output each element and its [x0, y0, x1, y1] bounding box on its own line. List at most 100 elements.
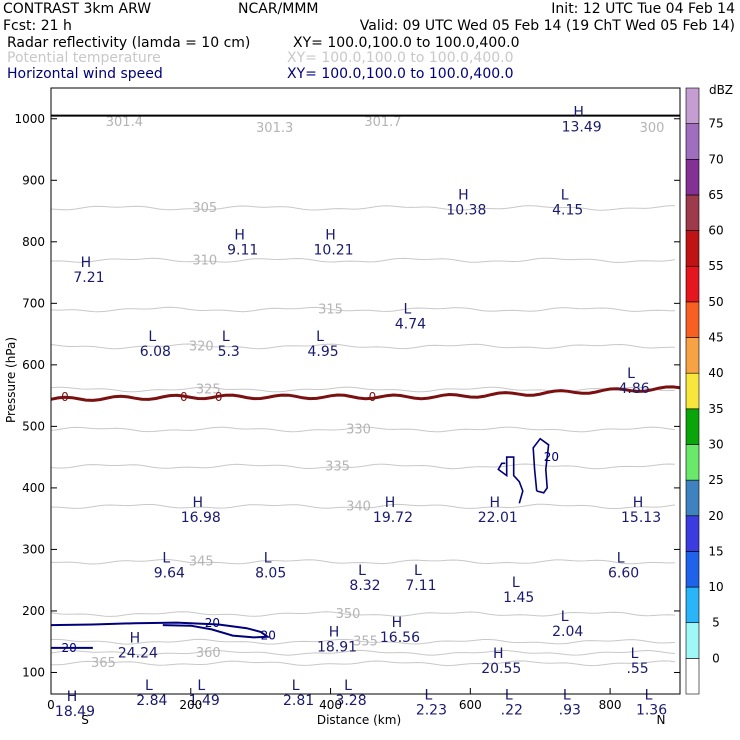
colorbar-level-10: 10: [708, 580, 723, 594]
wind-contour-20-d: [532, 437, 550, 494]
extremum-L-marker-2: L: [197, 678, 205, 694]
extremum-L-marker-4: L: [344, 678, 352, 694]
extremum-value-21: 16.98: [181, 510, 221, 526]
wind-contour-20-b: [50, 621, 271, 639]
extremum-H-marker-0: H: [67, 689, 78, 705]
extremum-L-marker-26: L: [148, 329, 156, 345]
colorbar-level-30: 30: [708, 437, 723, 451]
colorbar-swatch-15: [685, 123, 700, 160]
colorbar-swatch-11: [685, 265, 700, 303]
y-tick-label-600: 600: [22, 358, 45, 372]
theta-label-335: 335: [325, 459, 350, 474]
wind-contour-20-c: [497, 456, 524, 504]
theta-label-315: 315: [318, 302, 343, 317]
extremum-H-marker-21: H: [193, 495, 204, 511]
extremum-value-33: 10.38: [446, 203, 486, 219]
x-tick-label-0: 0: [47, 698, 55, 712]
wind-label-0-3: 0: [369, 390, 377, 404]
theta-label-301.3: 301.3: [256, 121, 293, 136]
field-name-reflectivity: Radar reflectivity (lamda = 10 cm): [7, 35, 250, 51]
colorbar-swatch-0: [685, 658, 700, 695]
theta-label-301.4: 301.4: [106, 115, 143, 130]
extremum-L-marker-18: L: [358, 563, 366, 579]
extremum-H-marker-23: H: [490, 495, 501, 511]
wind-label-0-1: 0: [180, 390, 188, 404]
x-tick-label-600: 600: [459, 698, 482, 712]
field-xy-reflectivity: XY= 100.0,100.0 to 100.0,400.0: [293, 35, 520, 51]
colorbar-level-55: 55: [708, 259, 723, 273]
colorbar-level-25: 25: [708, 473, 723, 487]
theta-label-345: 345: [189, 555, 214, 570]
extremum-L-marker-20: L: [617, 550, 625, 566]
y-tick-label-800: 800: [22, 235, 45, 249]
x-end-label-left: S: [81, 713, 89, 727]
extremum-L-marker-7: L: [563, 688, 571, 704]
theta-contour-335: [50, 463, 676, 470]
colorbar-swatch-12: [685, 230, 700, 267]
wind-label-0-0: 0: [61, 390, 69, 404]
extremum-L-marker-15: L: [512, 575, 520, 591]
extremum-value-18: 8.32: [349, 578, 380, 594]
extremum-value-3: 2.81: [283, 693, 314, 709]
extremum-L-marker-14: L: [561, 609, 569, 625]
colorbar-unit: dBZ: [709, 83, 733, 97]
colorbar-swatch-16: [685, 87, 700, 124]
extremum-value-20: 6.60: [608, 565, 639, 581]
extremum-value-13: 16.56: [380, 630, 420, 646]
extremum-H-marker-9: H: [130, 630, 141, 646]
colorbar-swatch-6: [685, 444, 700, 481]
colorbar-level-15: 15: [708, 544, 723, 558]
extremum-L-marker-8: L: [645, 688, 653, 704]
y-tick-label-100: 100: [22, 665, 45, 679]
extremum-H-marker-13: H: [392, 615, 403, 631]
wind-label-20-a: 20: [61, 641, 76, 655]
colorbar-swatch-8: [685, 372, 700, 410]
colorbar-level-0: 0: [712, 651, 720, 665]
extremum-L-marker-5: L: [424, 688, 432, 704]
init-time: Init: 12 UTC Tue 04 Feb 14: [551, 1, 735, 17]
colorbar-swatch-2: [685, 586, 700, 624]
extremum-H-marker-10: H: [493, 646, 504, 662]
extremum-L-marker-29: L: [404, 301, 412, 317]
y-tick-label-700: 700: [22, 296, 45, 310]
theta-label-301.7: 301.7: [364, 115, 401, 130]
colorbar-swatch-14: [685, 158, 700, 196]
colorbar-swatch-7: [685, 408, 700, 445]
colorbar-swatch-4: [685, 515, 700, 552]
colorbar-level-35: 35: [708, 402, 723, 416]
y-tick-label-1000: 1000: [14, 112, 45, 126]
extremum-L-marker-16: L: [162, 550, 170, 566]
extremum-L-marker-6: L: [505, 688, 513, 704]
colorbar-level-45: 45: [708, 331, 723, 345]
model-title: CONTRAST 3km ARW: [3, 1, 151, 17]
theta-contour-320: [50, 343, 676, 350]
field-name-wind: Horizontal wind speed: [7, 66, 163, 82]
colorbar-swatch-10: [685, 301, 700, 338]
colorbar-swatch-3: [685, 551, 700, 588]
extremum-H-marker-22: H: [385, 495, 396, 511]
valid-time: Valid: 09 UTC Wed 05 Feb 14 (19 ChT Wed …: [360, 18, 735, 34]
colorbar: dBZ 0 5 10 15 20 25 30 35 40 45 50 55 60 65 70 75: [685, 83, 733, 695]
colorbar-swatch-1: [685, 622, 700, 659]
extremum-value-8: 1.36: [636, 703, 667, 719]
extremum-H-marker-31: H: [234, 228, 245, 244]
y-tick-label-900: 900: [22, 173, 45, 187]
theta-contour-310: [50, 257, 676, 263]
theta-contour-315: [50, 306, 676, 313]
field-xy-wind: XY= 100.0,100.0 to 100.0,400.0: [287, 66, 514, 82]
theta-contour-325: [50, 386, 676, 393]
y-tick-label-200: 200: [22, 604, 45, 618]
extremum-value-19: 7.11: [405, 578, 436, 594]
x-end-label-right: N: [657, 713, 666, 727]
extremum-L-marker-17: L: [264, 550, 272, 566]
colorbar-level-40: 40: [708, 366, 723, 380]
colorbar-level-70: 70: [708, 152, 723, 166]
theta-label-350: 350: [336, 607, 361, 622]
colorbar-swatch-13: [685, 194, 700, 231]
colorbar-level-5: 5: [712, 616, 720, 630]
extremum-L-marker-34: L: [561, 188, 569, 204]
extremum-value-7: .93: [559, 703, 581, 719]
